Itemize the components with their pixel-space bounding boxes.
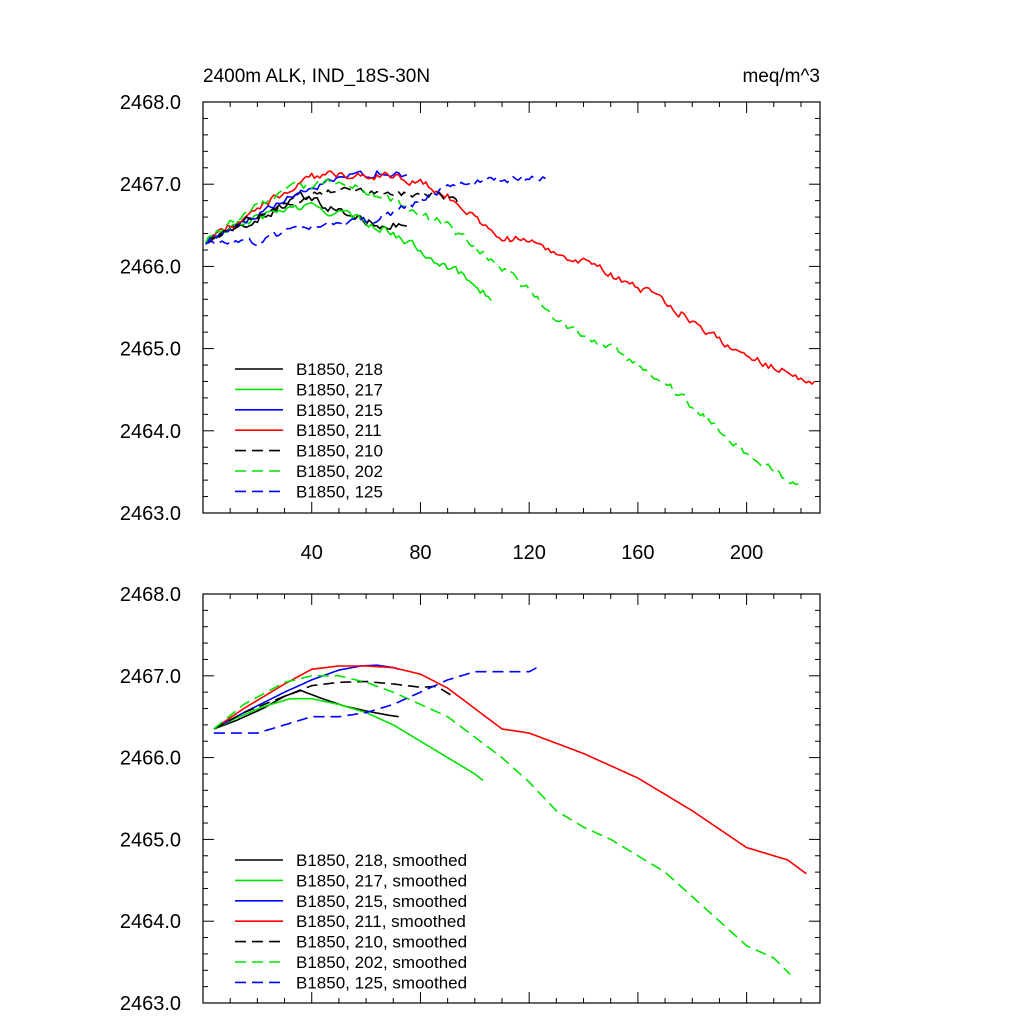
legend-label: B1850, 218, smoothed bbox=[296, 851, 467, 870]
legend-label: B1850, 202 bbox=[296, 462, 383, 481]
y-tick-label: 2466.0 bbox=[120, 748, 181, 770]
y-tick-label: 2468.0 bbox=[120, 92, 181, 114]
y-tick-label: 2465.0 bbox=[120, 829, 181, 851]
legend-label: B1850, 210 bbox=[296, 442, 383, 461]
y-tick-label: 2464.0 bbox=[120, 911, 181, 933]
legend-label: B1850, 202, smoothed bbox=[296, 953, 467, 972]
y-tick-label: 2464.0 bbox=[120, 421, 181, 443]
series-line bbox=[213, 674, 791, 975]
series-line bbox=[213, 680, 454, 730]
x-tick-label: 160 bbox=[621, 542, 654, 564]
series-lines bbox=[204, 170, 816, 489]
chart-title: 2400m ALK, IND_18S-30N bbox=[203, 66, 430, 87]
legend-label: B1850, 211 bbox=[296, 421, 382, 440]
legend-label: B1850, 125 bbox=[296, 482, 383, 501]
y-tick-label: 2468.0 bbox=[120, 584, 181, 606]
plot-frame bbox=[202, 593, 821, 1004]
series-lines bbox=[213, 664, 807, 975]
series-line bbox=[205, 170, 816, 385]
series-line bbox=[213, 697, 484, 782]
legend-label: B1850, 217, smoothed bbox=[296, 871, 467, 890]
y-tick-label: 2466.0 bbox=[120, 256, 181, 278]
series-line bbox=[205, 186, 462, 244]
legend-label: B1850, 211, smoothed bbox=[296, 912, 466, 931]
legend-label: B1850, 218 bbox=[296, 360, 383, 379]
bottom-panel: 2463.0 2464.0 2465.0 2466.0 2467.0 2468.0 B185… bbox=[120, 584, 821, 1015]
y-tick-label: 2463.0 bbox=[120, 993, 181, 1015]
x-tick-label: 120 bbox=[512, 542, 545, 564]
chart-units: meq/m^3 bbox=[742, 66, 820, 87]
top-panel: 2463.0 2464.0 2465.0 2466.0 2467.0 2468.0 40 80… bbox=[120, 92, 821, 564]
legend-label: B1850, 215, smoothed bbox=[296, 892, 467, 911]
y-tick-label: 2463.0 bbox=[120, 503, 181, 525]
y-tick-label: 2467.0 bbox=[120, 666, 181, 688]
series-line bbox=[204, 178, 802, 489]
legend-label: B1850, 210, smoothed bbox=[296, 933, 467, 952]
plot-frame bbox=[202, 101, 821, 514]
x-tick-label: 200 bbox=[730, 542, 763, 564]
series-line bbox=[205, 175, 546, 247]
series-line bbox=[213, 665, 541, 734]
series-line bbox=[205, 191, 408, 244]
axis-ticks bbox=[203, 593, 820, 1004]
series-line bbox=[213, 664, 399, 730]
series-line bbox=[205, 170, 408, 244]
x-tick-label: 40 bbox=[301, 542, 323, 564]
y-tick-label: 2467.0 bbox=[120, 174, 181, 196]
series-line bbox=[213, 665, 807, 875]
axis-ticks bbox=[203, 101, 820, 514]
y-tick-label: 2465.0 bbox=[120, 339, 181, 361]
series-line bbox=[205, 202, 492, 302]
legend-label: B1850, 217 bbox=[296, 380, 383, 399]
legend-label: B1850, 215 bbox=[296, 401, 383, 420]
legend-label: B1850, 125, smoothed bbox=[296, 973, 467, 992]
x-tick-label: 80 bbox=[409, 542, 431, 564]
